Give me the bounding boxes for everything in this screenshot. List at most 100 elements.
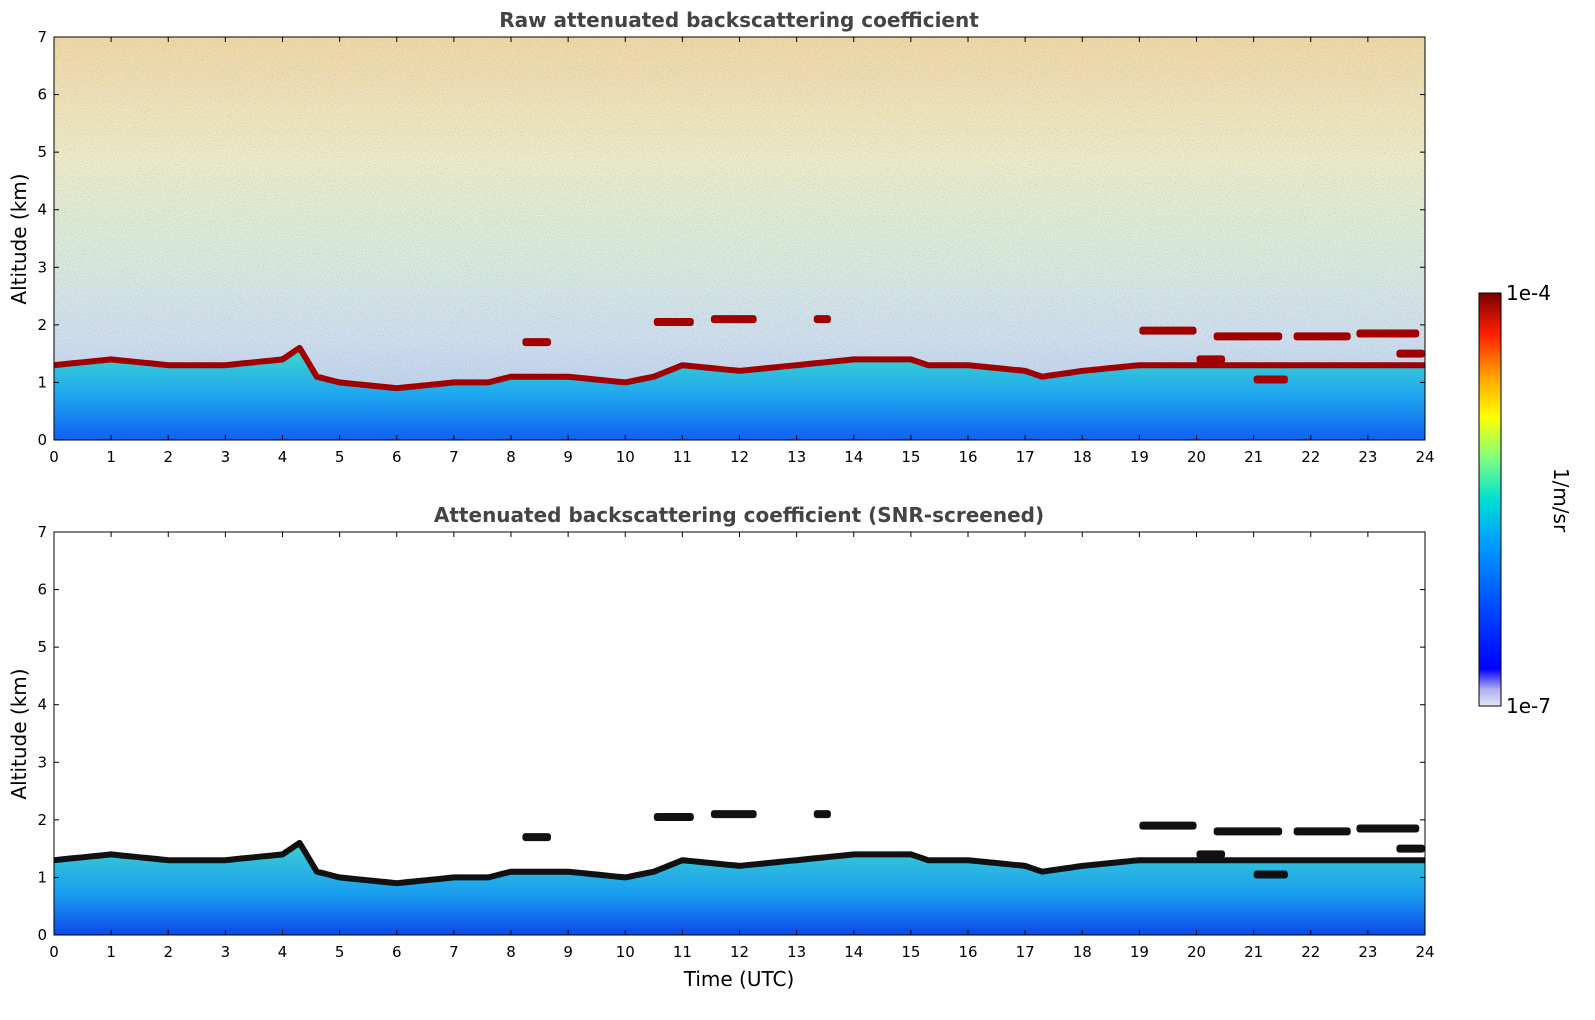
panel1-y-axis: 0 1 2 3 4 5 6 7 — [37, 28, 1425, 449]
cloud-layer-segment — [1293, 827, 1351, 836]
cloud-layer-segment — [1293, 332, 1351, 341]
x-tick-label: 23 — [1358, 448, 1377, 466]
x-tick-label: 4 — [278, 448, 288, 466]
panel1-plot-area — [53, 37, 1425, 440]
x-tick-label: 13 — [787, 943, 806, 961]
y-tick-label: 3 — [37, 753, 47, 771]
cloud-layer-segment — [1213, 827, 1283, 836]
y-tick-label: 7 — [37, 523, 47, 541]
panel2-title: Attenuated backscattering coefficient (S… — [434, 503, 1044, 527]
cloud-layer-segment — [522, 338, 551, 347]
panel2-boundary-layer — [53, 839, 1425, 935]
x-tick-label: 10 — [616, 448, 635, 466]
x-tick-label: 5 — [335, 448, 345, 466]
x-tick-label: 20 — [1187, 448, 1206, 466]
cloud-layer-segment — [1356, 824, 1420, 833]
panel2-plot-area — [53, 532, 1425, 935]
x-tick-label: 13 — [787, 448, 806, 466]
x-tick-label: 2 — [163, 448, 173, 466]
panel2-cloud-layers — [522, 810, 1425, 879]
x-tick-label: 3 — [221, 943, 231, 961]
y-tick-label: 7 — [37, 28, 47, 46]
cloud-layer-segment — [653, 812, 694, 821]
y-tick-label: 2 — [37, 811, 47, 829]
panel1-y-label: Altitude (km) — [7, 173, 31, 304]
x-tick-label: 15 — [901, 448, 920, 466]
colorbar-unit-label: 1/m/sr — [1549, 468, 1573, 533]
x-tick-label: 1 — [106, 448, 116, 466]
x-tick-label: 10 — [616, 943, 635, 961]
y-tick-label: 3 — [37, 258, 47, 276]
x-tick-label: 24 — [1415, 943, 1434, 961]
cloud-layer-segment — [813, 810, 831, 819]
colorbar-min-label: 1e-7 — [1506, 694, 1551, 718]
colorbar: 1e-4 1e-7 1/m/sr — [1478, 281, 1573, 718]
panel1-cloud-layers — [522, 315, 1425, 384]
panel2-y-axis: 0 1 2 3 4 5 6 7 — [37, 523, 1425, 944]
x-tick-label: 23 — [1358, 943, 1377, 961]
x-tick-label: 20 — [1187, 943, 1206, 961]
y-tick-label: 5 — [37, 143, 47, 161]
cloud-layer-segment — [813, 315, 831, 324]
y-tick-label: 6 — [37, 581, 47, 599]
y-tick-label: 4 — [37, 201, 47, 219]
cloud-layer-segment — [522, 833, 551, 842]
y-tick-label: 0 — [37, 926, 47, 944]
panel2-y-label: Altitude (km) — [7, 668, 31, 799]
x-tick-label: 3 — [221, 448, 231, 466]
cloud-layer-segment — [1253, 375, 1288, 384]
x-tick-label: 4 — [278, 943, 288, 961]
cloud-layer-segment — [1196, 355, 1226, 364]
x-tick-label: 21 — [1244, 943, 1263, 961]
x-tick-label: 12 — [730, 448, 749, 466]
x-tick-label: 16 — [958, 943, 977, 961]
x-tick-label: 19 — [1130, 943, 1149, 961]
x-tick-label: 0 — [49, 448, 59, 466]
panel2-x-axis: 0 1 2 3 4 5 6 7 8 9 10 11 12 13 14 15 16 17 18 19 20 21 22 23 24 — [49, 532, 1435, 961]
y-tick-label: 2 — [37, 316, 47, 334]
x-tick-label: 1 — [106, 943, 116, 961]
x-tick-label: 2 — [163, 943, 173, 961]
y-tick-label: 5 — [37, 638, 47, 656]
x-tick-label: 18 — [1073, 448, 1092, 466]
panel1-title: Raw attenuated backscattering coefficien… — [499, 8, 979, 32]
x-tick-label: 14 — [844, 943, 863, 961]
raw-backscatter-panel: Raw attenuated backscattering coefficien… — [7, 8, 1435, 466]
cloud-base-line — [53, 344, 1425, 392]
cloud-base-line — [53, 839, 1425, 887]
screened-backscatter-panel: Attenuated backscattering coefficient (S… — [7, 503, 1435, 991]
cloud-layer-segment — [710, 810, 757, 819]
x-tick-label: 7 — [449, 943, 459, 961]
y-tick-label: 4 — [37, 696, 47, 714]
x-tick-label: 9 — [563, 448, 573, 466]
panel1-x-axis: 0 1 2 3 4 5 6 7 8 9 10 11 12 13 14 15 16 17 18 19 20 21 22 23 24 — [49, 37, 1435, 466]
y-tick-label: 1 — [37, 868, 47, 886]
cloud-layer-segment — [1139, 326, 1197, 335]
x-tick-label: 21 — [1244, 448, 1263, 466]
x-tick-label: 8 — [506, 448, 516, 466]
x-tick-label: 8 — [506, 943, 516, 961]
panel2-x-label: Time (UTC) — [683, 967, 795, 991]
x-tick-label: 19 — [1130, 448, 1149, 466]
cloud-layer-segment — [1196, 850, 1226, 859]
cloud-layer-segment — [1396, 349, 1425, 358]
x-tick-label: 6 — [392, 448, 402, 466]
colorbar-max-label: 1e-4 — [1506, 281, 1551, 305]
cloud-layer-segment — [653, 317, 694, 326]
colorbar-gradient — [1478, 292, 1502, 707]
cloud-layer-segment — [1139, 821, 1197, 830]
cloud-layer-segment — [1396, 844, 1425, 853]
y-tick-label: 6 — [37, 86, 47, 104]
cloud-layer-segment — [1213, 332, 1283, 341]
x-tick-label: 17 — [1016, 943, 1035, 961]
y-tick-label: 0 — [37, 431, 47, 449]
x-tick-label: 16 — [958, 448, 977, 466]
panel1-boundary-layer — [53, 344, 1425, 440]
x-tick-label: 15 — [901, 943, 920, 961]
x-tick-label: 12 — [730, 943, 749, 961]
x-tick-label: 18 — [1073, 943, 1092, 961]
x-tick-label: 0 — [49, 943, 59, 961]
x-tick-label: 7 — [449, 448, 459, 466]
x-tick-label: 14 — [844, 448, 863, 466]
